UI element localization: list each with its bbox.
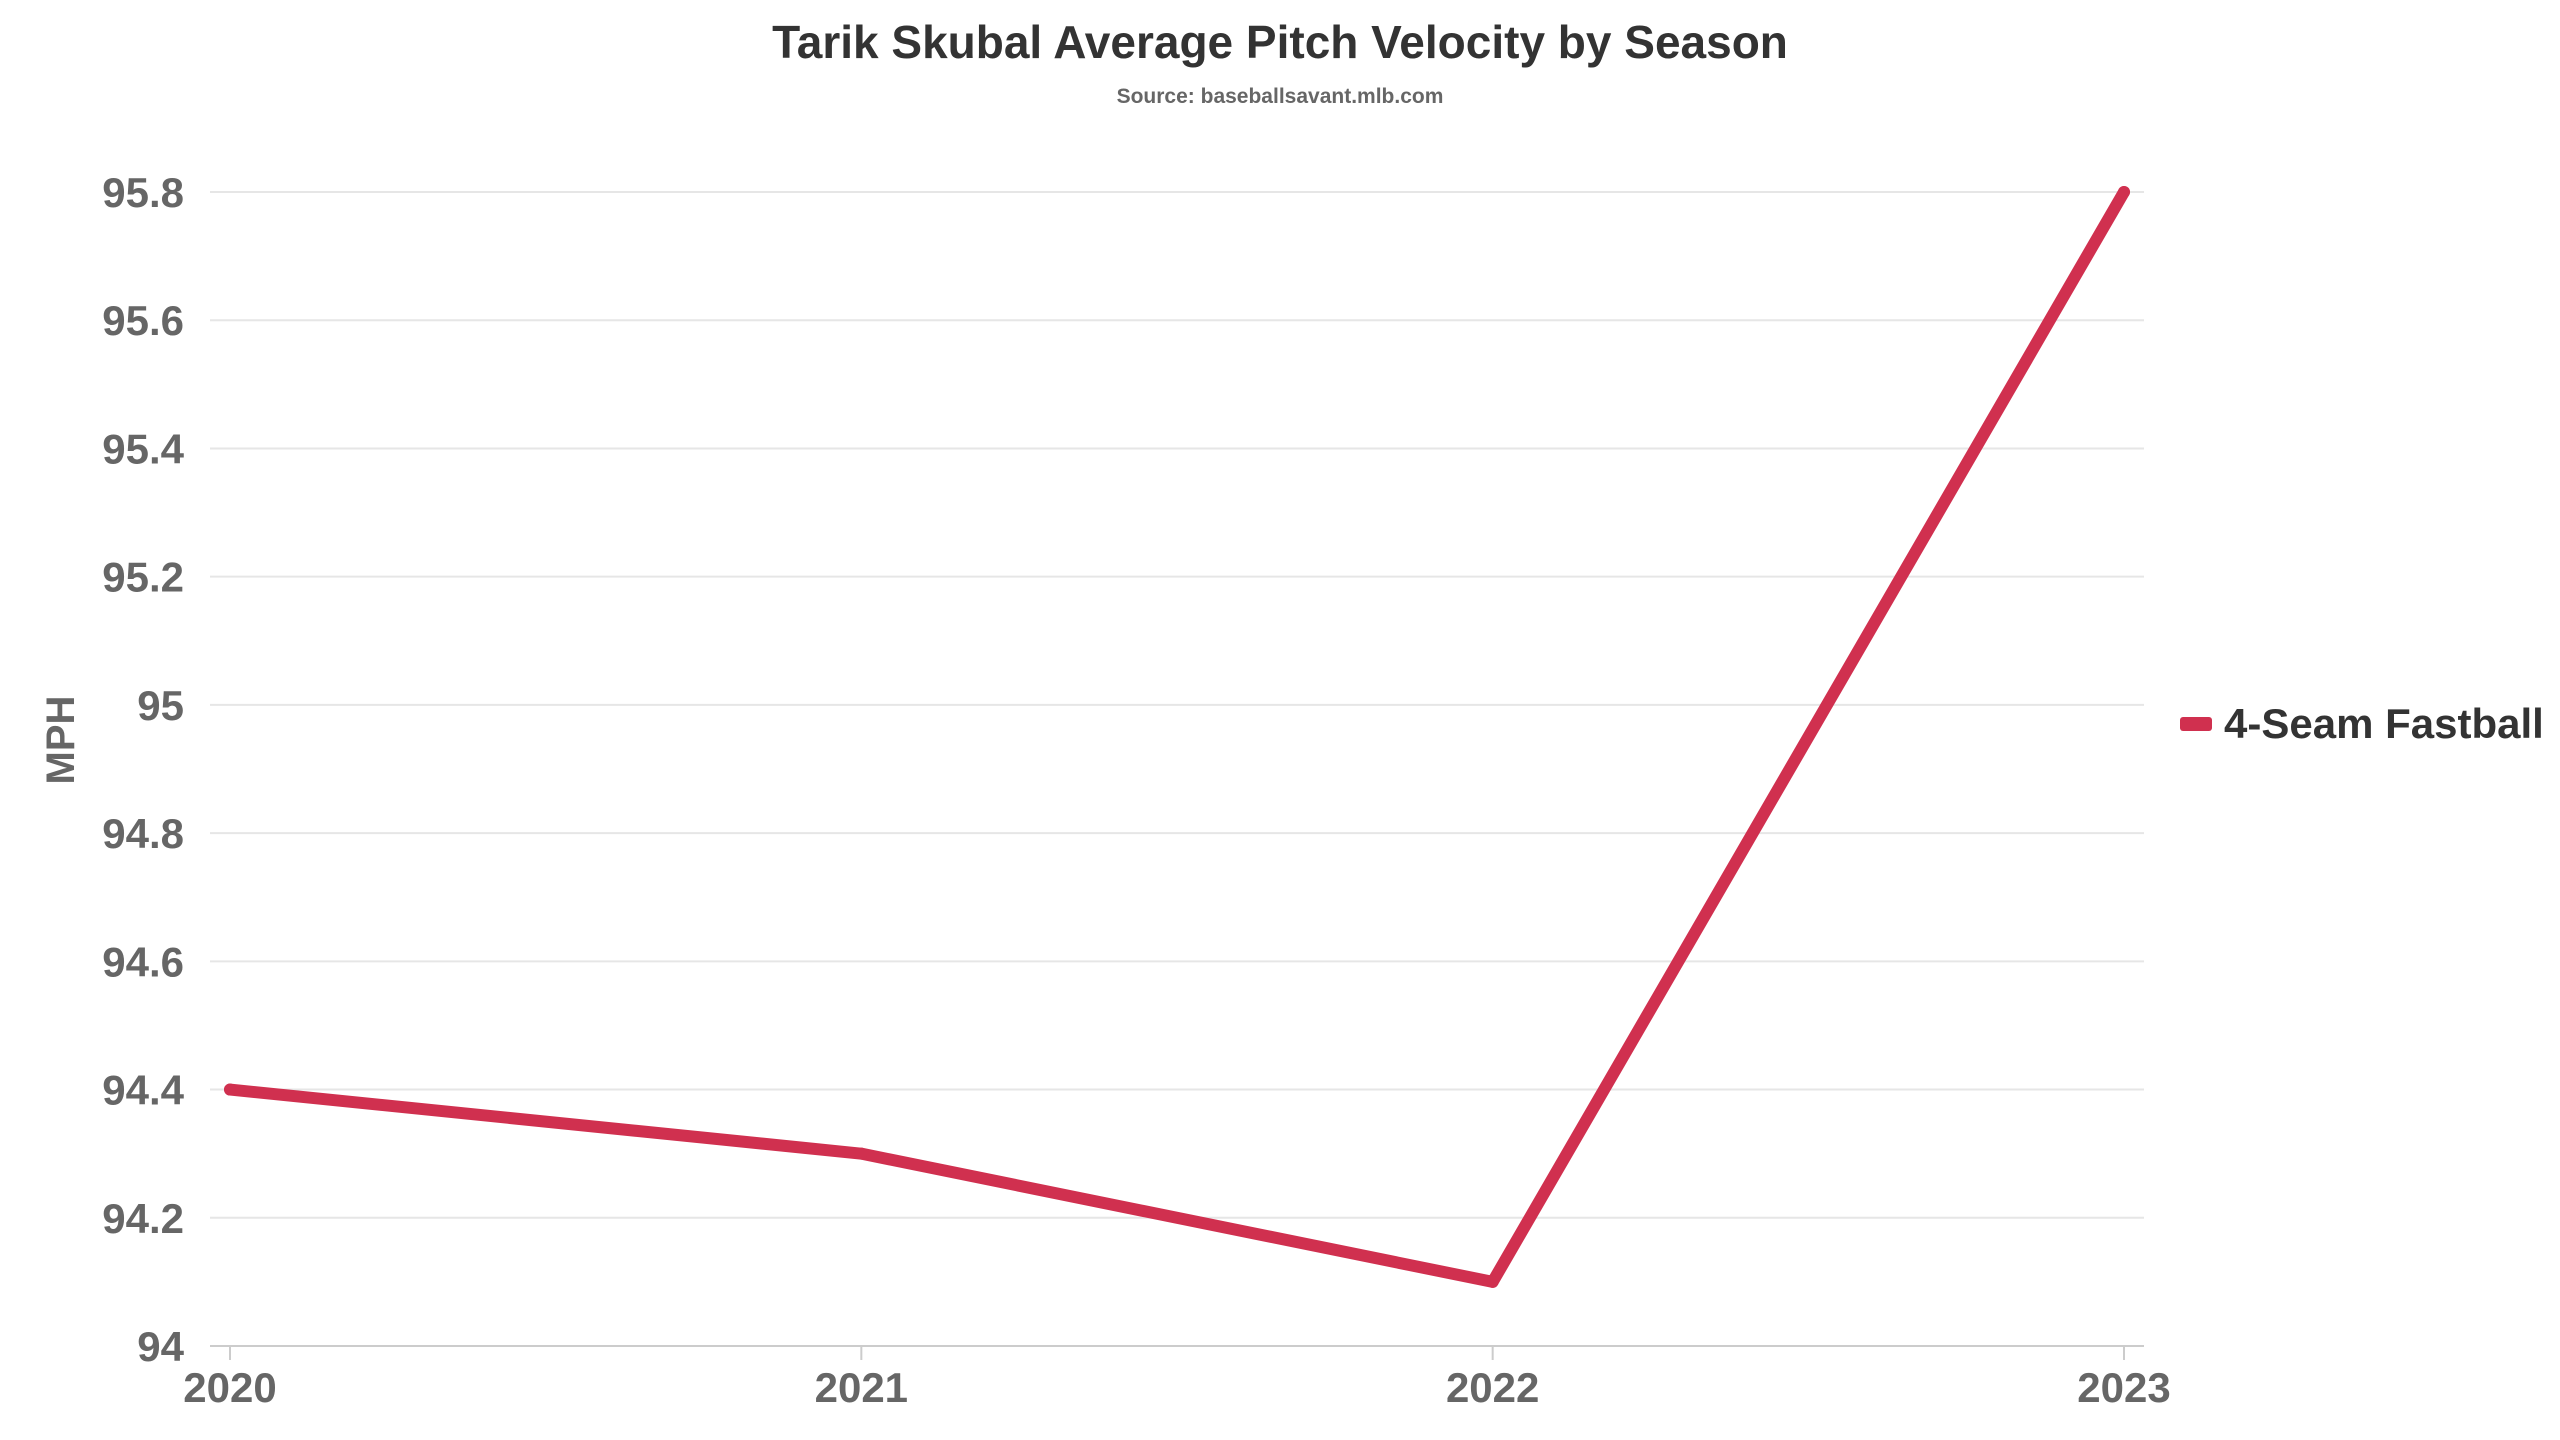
y-tick-label: 94 (137, 1323, 184, 1370)
axes (210, 1345, 2144, 1360)
y-tick-label: 94.4 (102, 1067, 184, 1114)
series-layer (224, 186, 2130, 1288)
y-axis-tick-labels: 94 94.2 94.4 94.6 94.8 95 95.2 95.4 95.6 95.8 (102, 169, 184, 1370)
y-tick-label: 95 (137, 682, 184, 729)
y-tick-label: 95.6 (102, 297, 184, 344)
data-point[interactable] (855, 1147, 868, 1160)
x-tick-label: 2022 (1446, 1364, 1539, 1411)
y-tick-label: 95.2 (102, 554, 184, 601)
data-point[interactable] (1486, 1275, 1499, 1288)
y-tick-label: 94.2 (102, 1195, 184, 1242)
legend-label: 4-Seam Fastball (2224, 700, 2544, 747)
y-tick-label: 94.6 (102, 938, 184, 985)
x-axis-tick-labels: 2020 2021 2022 2023 (183, 1364, 2170, 1411)
data-point[interactable] (224, 1083, 236, 1096)
legend[interactable]: 4-Seam Fastball (2180, 700, 2544, 747)
y-tick-label: 95.4 (102, 425, 184, 472)
legend-swatch (2180, 717, 2212, 731)
series-line (224, 186, 2130, 1288)
data-point[interactable] (2118, 186, 2130, 198)
y-axis-title: MPH (39, 696, 83, 785)
gridlines (210, 191, 2144, 1219)
chart-title: Tarik Skubal Average Pitch Velocity by S… (772, 16, 1788, 68)
x-tick-label: 2023 (2077, 1364, 2170, 1411)
y-tick-label: 94.8 (102, 810, 184, 857)
x-tick-label: 2020 (183, 1364, 276, 1411)
x-tick-label: 2021 (815, 1364, 908, 1411)
chart-subtitle: Source: baseballsavant.mlb.com (1117, 85, 1444, 108)
y-tick-label: 95.8 (102, 169, 184, 216)
